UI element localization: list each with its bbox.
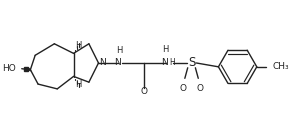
Text: O: O <box>180 84 187 93</box>
Text: S: S <box>188 56 195 70</box>
Text: H: H <box>162 45 169 54</box>
Text: H: H <box>75 80 81 89</box>
Text: N: N <box>161 58 168 68</box>
Text: H: H <box>75 41 81 50</box>
Text: N: N <box>114 58 121 68</box>
Text: H: H <box>116 46 123 55</box>
Text: H: H <box>169 58 175 68</box>
Text: N: N <box>100 58 106 66</box>
Text: O: O <box>140 87 147 96</box>
Text: HO: HO <box>2 64 16 73</box>
Text: CH₃: CH₃ <box>272 62 289 71</box>
Text: O: O <box>197 84 204 93</box>
